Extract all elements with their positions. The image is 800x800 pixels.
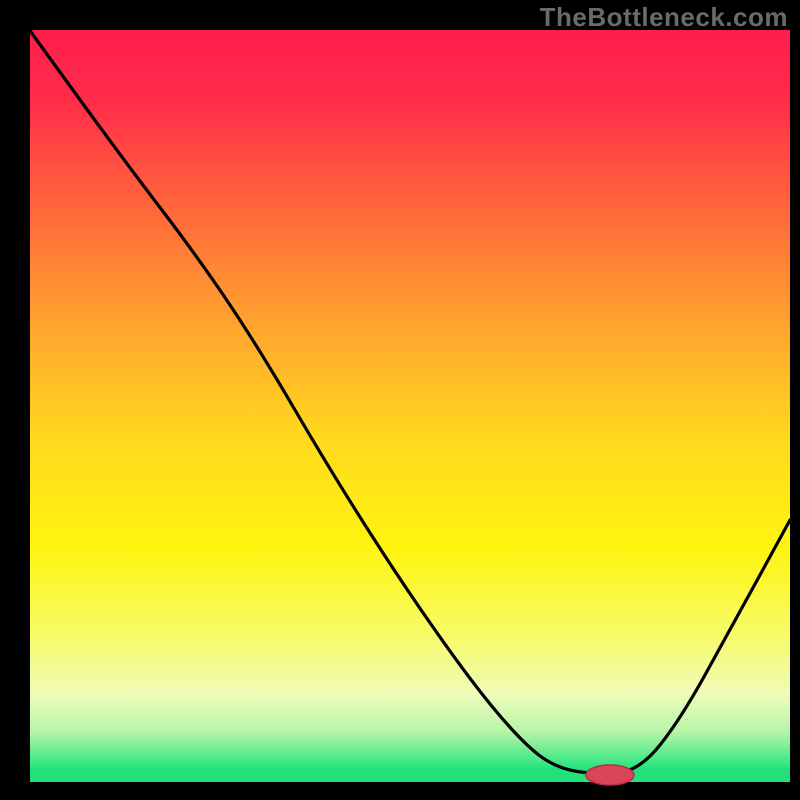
chart-container: TheBottleneck.com [0, 0, 800, 800]
optimal-marker [586, 765, 634, 785]
watermark-text: TheBottleneck.com [540, 2, 788, 33]
bottleneck-chart [0, 0, 800, 800]
